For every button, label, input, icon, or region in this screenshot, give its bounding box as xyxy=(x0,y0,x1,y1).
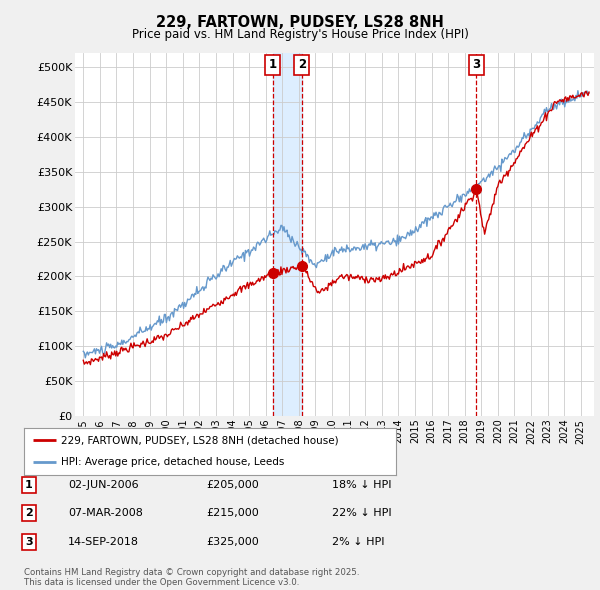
Text: HPI: Average price, detached house, Leeds: HPI: Average price, detached house, Leed… xyxy=(61,457,284,467)
Text: £215,000: £215,000 xyxy=(206,509,259,518)
Text: 07-MAR-2008: 07-MAR-2008 xyxy=(68,509,143,518)
Text: 1: 1 xyxy=(269,58,277,71)
Text: 14-SEP-2018: 14-SEP-2018 xyxy=(68,537,139,546)
Text: 1: 1 xyxy=(25,480,32,490)
Text: 2% ↓ HPI: 2% ↓ HPI xyxy=(332,537,385,546)
Text: 2: 2 xyxy=(298,58,306,71)
Text: 229, FARTOWN, PUDSEY, LS28 8NH (detached house): 229, FARTOWN, PUDSEY, LS28 8NH (detached… xyxy=(61,435,339,445)
Text: 18% ↓ HPI: 18% ↓ HPI xyxy=(332,480,391,490)
Text: Contains HM Land Registry data © Crown copyright and database right 2025.
This d: Contains HM Land Registry data © Crown c… xyxy=(24,568,359,587)
Text: 3: 3 xyxy=(472,58,481,71)
Text: 3: 3 xyxy=(25,537,32,546)
Text: 22% ↓ HPI: 22% ↓ HPI xyxy=(332,509,391,518)
Text: Price paid vs. HM Land Registry's House Price Index (HPI): Price paid vs. HM Land Registry's House … xyxy=(131,28,469,41)
Text: 02-JUN-2006: 02-JUN-2006 xyxy=(68,480,139,490)
Text: £325,000: £325,000 xyxy=(206,537,259,546)
Text: 229, FARTOWN, PUDSEY, LS28 8NH: 229, FARTOWN, PUDSEY, LS28 8NH xyxy=(156,15,444,30)
Text: £205,000: £205,000 xyxy=(206,480,259,490)
Text: 2: 2 xyxy=(25,509,32,518)
Bar xyxy=(272,53,302,416)
